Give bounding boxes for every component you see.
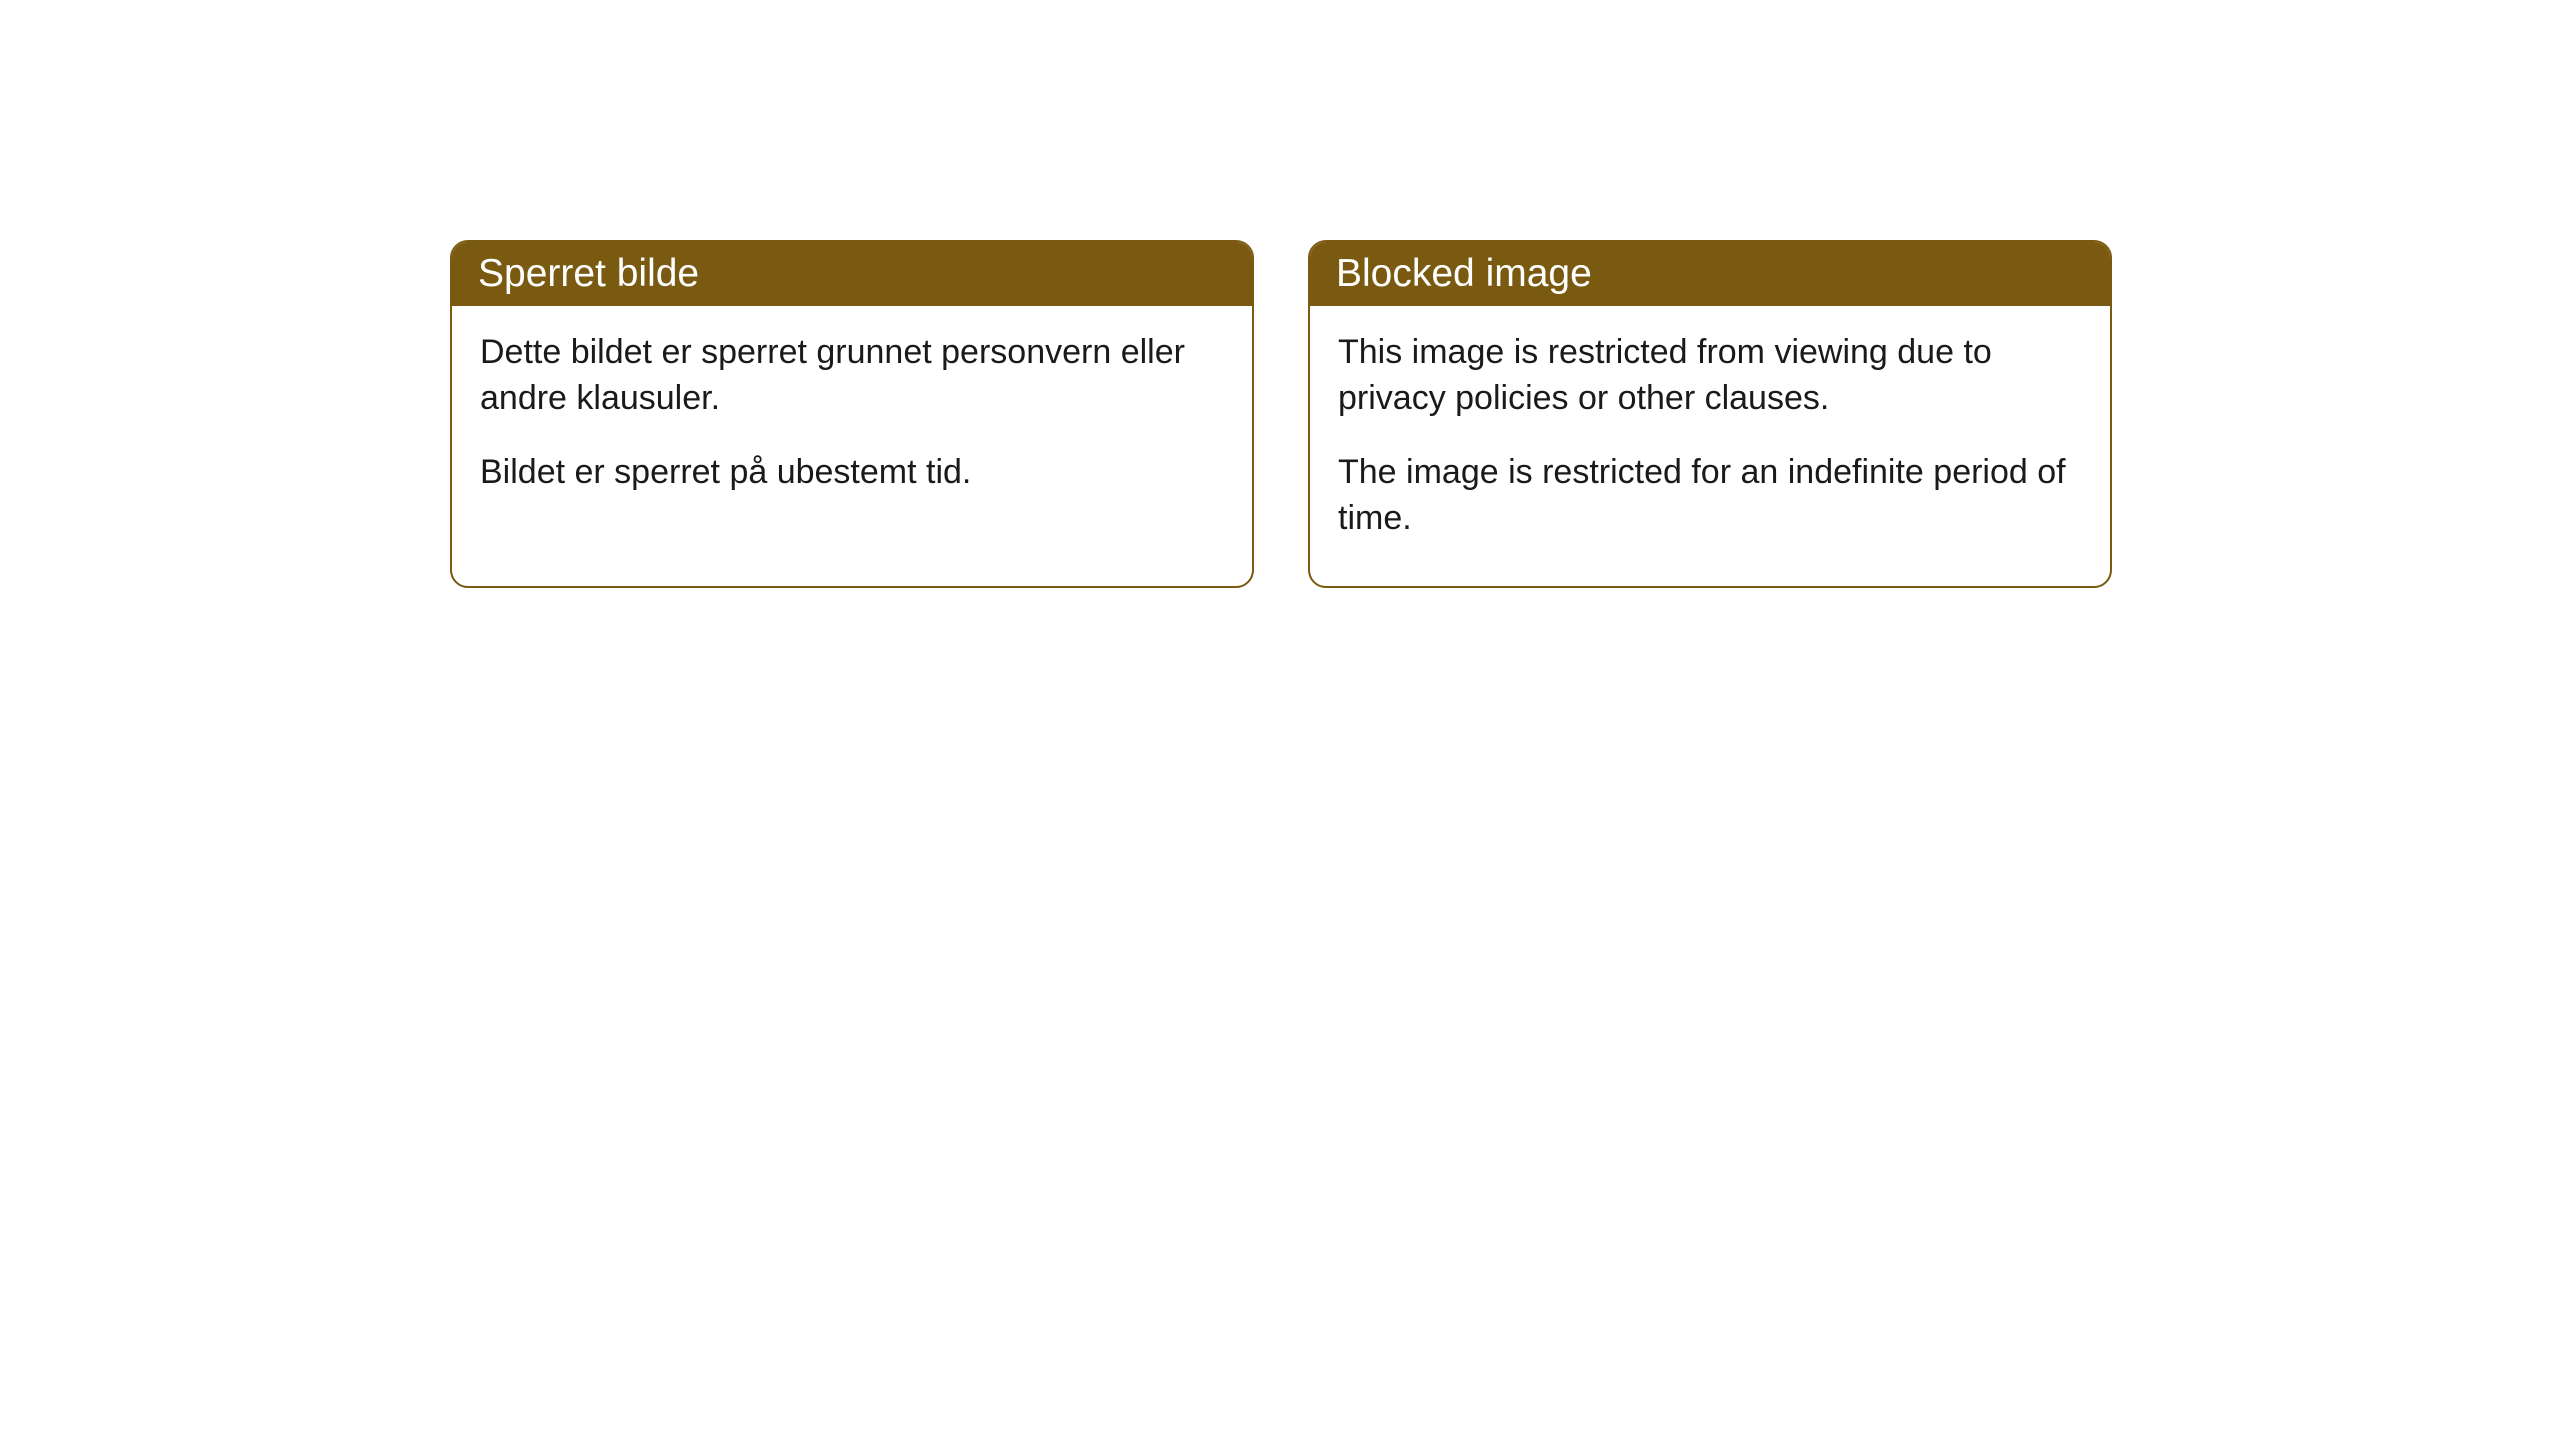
card-paragraph: This image is restricted from viewing du… [1338, 330, 2082, 422]
blocked-image-card-english: Blocked image This image is restricted f… [1308, 240, 2112, 588]
blocked-image-card-norwegian: Sperret bilde Dette bildet er sperret gr… [450, 240, 1254, 588]
card-body: Dette bildet er sperret grunnet personve… [452, 306, 1252, 540]
card-paragraph: Dette bildet er sperret grunnet personve… [480, 330, 1224, 422]
card-body: This image is restricted from viewing du… [1310, 306, 2110, 586]
card-paragraph: The image is restricted for an indefinit… [1338, 450, 2082, 542]
card-paragraph: Bildet er sperret på ubestemt tid. [480, 450, 1224, 496]
card-header: Blocked image [1310, 242, 2110, 306]
blocked-image-cards-container: Sperret bilde Dette bildet er sperret gr… [450, 240, 2112, 588]
card-header: Sperret bilde [452, 242, 1252, 306]
